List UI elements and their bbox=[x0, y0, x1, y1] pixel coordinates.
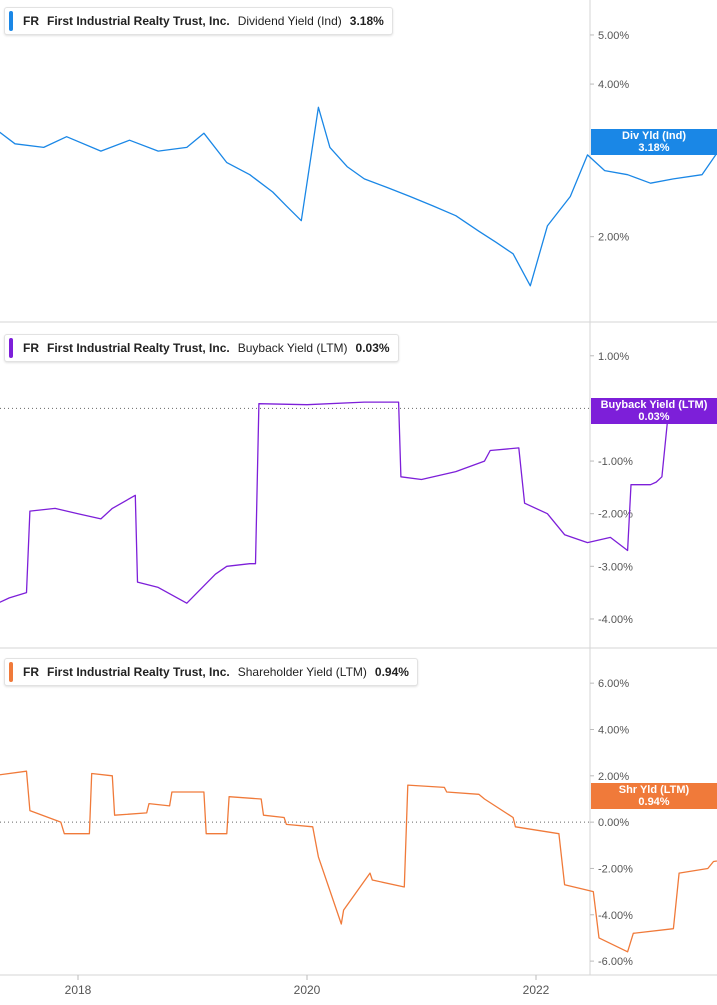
y-tick-label: -2.00% bbox=[598, 863, 633, 875]
legend-ticker: FR bbox=[23, 665, 39, 679]
y-tick-label: -4.00% bbox=[598, 614, 633, 626]
y-tick-label: 1.00% bbox=[598, 351, 629, 363]
legend-shareholder-yield[interactable]: FR First Industrial Realty Trust, Inc. S… bbox=[4, 658, 418, 686]
legend-metric: Shareholder Yield (LTM) bbox=[237, 665, 367, 679]
legend-company: First Industrial Realty Trust, Inc. bbox=[47, 665, 230, 679]
y-tick-label: 6.00% bbox=[598, 678, 629, 690]
legend-metric: Buyback Yield (LTM) bbox=[237, 341, 348, 355]
legend-dividend-yield[interactable]: FR First Industrial Realty Trust, Inc. D… bbox=[4, 7, 393, 35]
y-tick-label: 2.00% bbox=[598, 232, 629, 244]
y-tick-label: -6.00% bbox=[598, 956, 633, 968]
series-color-swatch bbox=[9, 662, 13, 682]
price-tag-label: Div Yld (Ind) bbox=[622, 130, 686, 142]
x-tick-label: 2020 bbox=[294, 983, 321, 997]
legend-ticker: FR bbox=[23, 341, 39, 355]
legend-buyback-yield[interactable]: FR First Industrial Realty Trust, Inc. B… bbox=[4, 334, 399, 362]
price-tag-dividend-yield: Div Yld (Ind) 3.18% bbox=[591, 129, 717, 155]
y-tick-label: 0.00% bbox=[598, 817, 629, 829]
price-tag-value: 3.18% bbox=[638, 142, 670, 154]
price-tag-value: 0.94% bbox=[638, 796, 670, 808]
y-tick-label: -1.00% bbox=[598, 456, 633, 468]
y-tick-label: 5.00% bbox=[598, 30, 629, 42]
y-tick-label: 4.00% bbox=[598, 724, 629, 736]
y-tick-label: -3.00% bbox=[598, 561, 633, 573]
legend-ticker: FR bbox=[23, 14, 39, 28]
x-tick-label: 2018 bbox=[65, 983, 92, 997]
legend-value: 0.94% bbox=[374, 665, 409, 679]
y-tick-label: -4.00% bbox=[598, 910, 633, 922]
series-line-div bbox=[0, 106, 717, 287]
series-color-swatch bbox=[9, 11, 13, 31]
series-line-buy bbox=[0, 401, 717, 604]
legend-company: First Industrial Realty Trust, Inc. bbox=[47, 341, 230, 355]
legend-company: First Industrial Realty Trust, Inc. bbox=[47, 14, 230, 28]
legend-value: 3.18% bbox=[349, 14, 384, 28]
y-tick-label: -2.00% bbox=[598, 509, 633, 521]
price-tag-buyback-yield: Buyback Yield (LTM) 0.03% bbox=[591, 398, 717, 424]
x-tick-label: 2022 bbox=[523, 983, 550, 997]
y-tick-label: 4.00% bbox=[598, 79, 629, 91]
price-tag-label: Shr Yld (LTM) bbox=[618, 784, 690, 796]
legend-metric: Dividend Yield (Ind) bbox=[237, 14, 342, 28]
series-color-swatch bbox=[9, 338, 13, 358]
y-tick-label: 2.00% bbox=[598, 771, 629, 783]
series-line-shr bbox=[0, 770, 717, 953]
price-tag-label: Buyback Yield (LTM) bbox=[600, 399, 708, 411]
legend-value: 0.03% bbox=[355, 341, 390, 355]
price-tag-value: 0.03% bbox=[638, 411, 670, 423]
price-tag-shareholder-yield: Shr Yld (LTM) 0.94% bbox=[591, 783, 717, 809]
